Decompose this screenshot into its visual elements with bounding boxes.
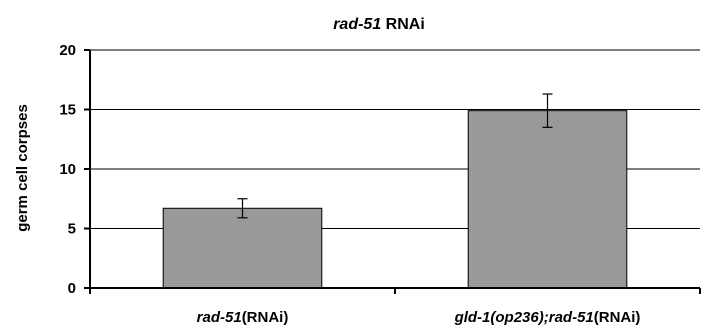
- axes: [84, 49, 701, 294]
- chart-title-rest: RNAi: [381, 16, 425, 33]
- category-label-part: (RNAi): [594, 309, 641, 326]
- category-label-part: gld-1(op236);rad-51: [454, 309, 594, 326]
- error-bars: [237, 93, 553, 219]
- y-tick-label: 15: [59, 102, 76, 119]
- bar: [162, 207, 323, 289]
- y-tick-label: 0: [68, 280, 76, 297]
- bars: [162, 110, 628, 289]
- y-tick-label: 5: [68, 221, 76, 238]
- category-labels: rad-51(RNAi) gld-1(op236);rad-51(RNAi): [197, 309, 641, 326]
- y-tick-labels: 0 5 10 15 20: [59, 42, 76, 297]
- category-label-part: (RNAi): [242, 309, 289, 326]
- category-label-part: rad-51: [197, 309, 242, 326]
- chart-title: rad-51 RNAi: [333, 16, 425, 33]
- y-tick-label: 20: [59, 42, 76, 59]
- category-label: rad-51(RNAi): [197, 309, 289, 326]
- chart-title-italic: rad-51: [333, 16, 381, 33]
- bar: [467, 110, 628, 289]
- y-axis-label: germ cell corpses: [14, 104, 31, 232]
- category-label: gld-1(op236);rad-51(RNAi): [454, 309, 641, 326]
- y-tick-label: 10: [59, 161, 76, 178]
